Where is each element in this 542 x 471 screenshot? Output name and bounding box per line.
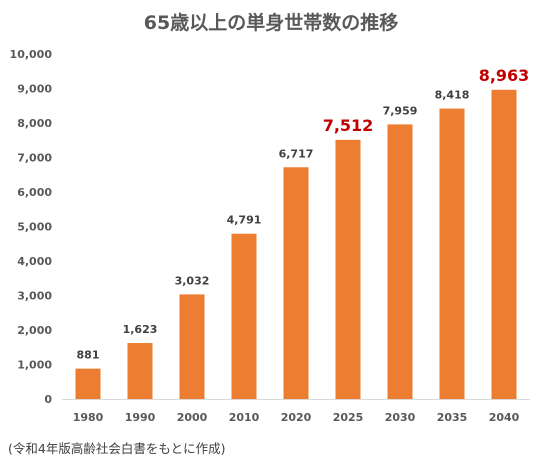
y-tick-label: 5,000 [17, 221, 52, 234]
y-tick-label: 8,000 [17, 117, 52, 130]
bar [387, 124, 413, 400]
bar [231, 233, 257, 399]
x-tick-label: 1990 [125, 411, 156, 424]
x-tick-label: 2040 [489, 411, 520, 424]
x-tick-label: 2010 [229, 411, 260, 424]
data-label: 7,512 [323, 116, 374, 135]
bar [127, 343, 153, 399]
data-label: 4,791 [227, 214, 262, 227]
data-label: 881 [77, 349, 100, 362]
x-tick-label: 2035 [437, 411, 468, 424]
y-tick-label: 2,000 [17, 324, 52, 337]
bar [491, 89, 517, 400]
y-tick-label: 3,000 [17, 290, 52, 303]
y-tick-label: 0 [44, 393, 52, 406]
data-label: 3,032 [175, 274, 210, 287]
y-tick-label: 10,000 [10, 48, 53, 61]
source-note: (令和4年版高齢社会白書をもとに作成) [8, 441, 226, 456]
data-label: 7,959 [383, 104, 418, 117]
bar [179, 294, 205, 399]
data-label: 6,717 [279, 147, 314, 160]
y-tick-label: 1,000 [17, 359, 52, 372]
x-tick-label: 1980 [73, 411, 104, 424]
data-label: 8,418 [435, 89, 470, 102]
y-tick-label: 9,000 [17, 83, 52, 96]
bar [335, 139, 361, 399]
y-tick-label: 4,000 [17, 255, 52, 268]
data-label: 8,963 [479, 66, 530, 85]
bar [439, 108, 465, 399]
bar [75, 368, 101, 399]
bar [283, 167, 309, 399]
data-label: 1,623 [123, 323, 158, 336]
x-tick-label: 2030 [385, 411, 416, 424]
x-tick-label: 2025 [333, 411, 364, 424]
x-tick-label: 2020 [281, 411, 312, 424]
y-tick-label: 6,000 [17, 186, 52, 199]
x-tick-label: 2000 [177, 411, 208, 424]
y-tick-label: 7,000 [17, 152, 52, 165]
chart-title: 65歳以上の単身世帯数の推移 [143, 12, 399, 34]
